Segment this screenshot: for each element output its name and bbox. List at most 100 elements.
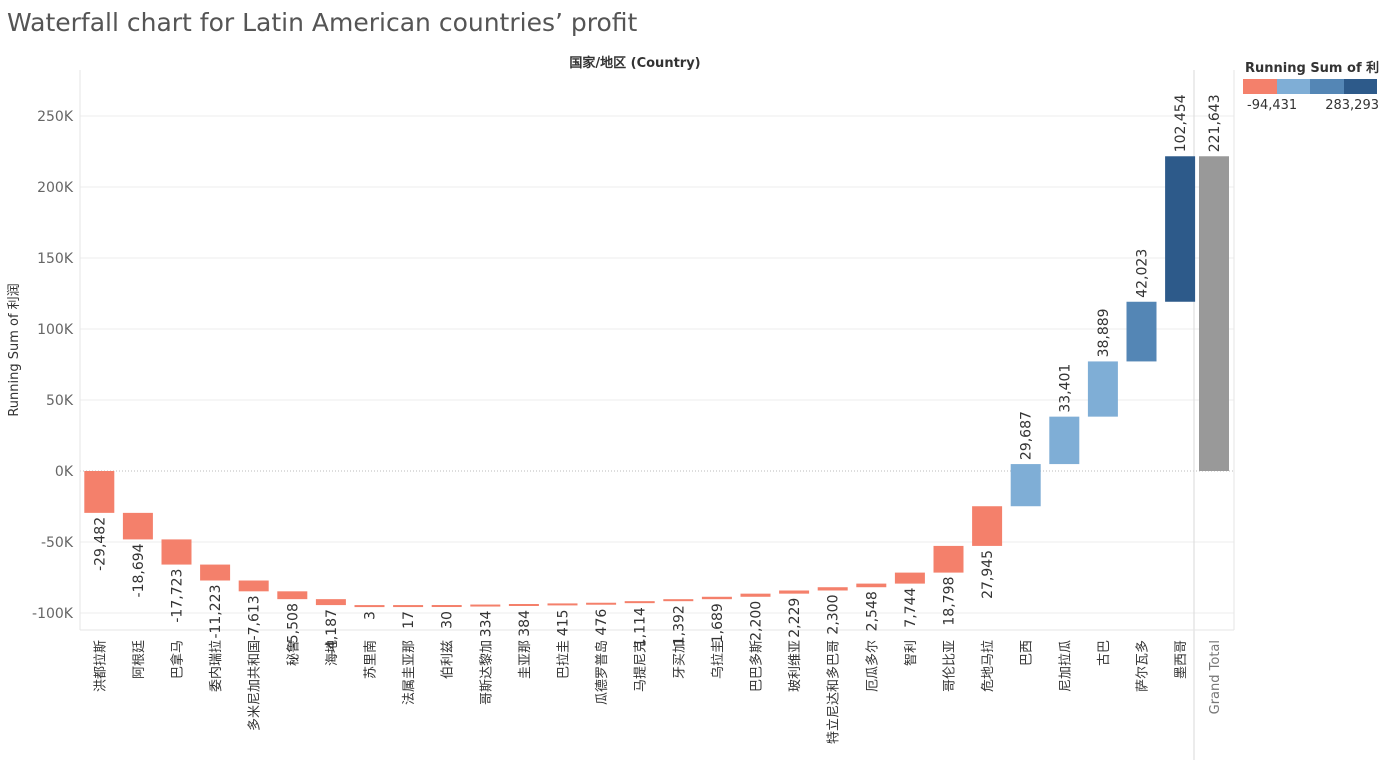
waterfall-bar[interactable] bbox=[315, 599, 346, 606]
x-tick-label: 智利 bbox=[904, 640, 919, 666]
bar-value-label: 7,744 bbox=[903, 588, 919, 628]
waterfall-bar[interactable] bbox=[972, 506, 1003, 546]
waterfall-bar[interactable] bbox=[393, 605, 424, 608]
x-tick-label: 萨尔瓦多 bbox=[1135, 640, 1151, 692]
legend-color-ramp bbox=[1243, 79, 1377, 94]
waterfall-bar[interactable] bbox=[1126, 301, 1157, 362]
waterfall-bar[interactable] bbox=[508, 604, 539, 607]
bar-value-label: 17 bbox=[401, 611, 417, 629]
x-tick-label: 秘鲁 bbox=[286, 640, 301, 666]
x-tick-label: 哥伦比亚 bbox=[943, 640, 958, 692]
x-tick-label: 玻利维亚 bbox=[788, 640, 803, 692]
x-tick-label: 瓜德罗普岛 bbox=[594, 640, 610, 705]
waterfall-bar[interactable] bbox=[663, 599, 694, 602]
waterfall-bar[interactable] bbox=[84, 471, 115, 513]
bar-value-label: 18,798 bbox=[942, 577, 958, 626]
bar-value-label: -17,723 bbox=[170, 569, 186, 623]
waterfall-bar[interactable] bbox=[547, 603, 578, 606]
x-tick-label: 苏里南 bbox=[363, 640, 379, 679]
bar-value-label: 2,548 bbox=[864, 591, 880, 631]
y-tick-label: -100K bbox=[32, 606, 74, 622]
waterfall-bar[interactable] bbox=[122, 512, 153, 540]
waterfall-bar[interactable] bbox=[817, 587, 848, 591]
waterfall-bar[interactable] bbox=[354, 605, 385, 608]
legend-swatch bbox=[1276, 79, 1310, 94]
waterfall-bar[interactable] bbox=[894, 572, 925, 584]
y-tick-label: 150K bbox=[37, 251, 74, 267]
x-tick-label: 巴巴多斯 bbox=[749, 640, 765, 692]
x-tick-label: 巴拿马 bbox=[170, 640, 186, 679]
bar-value-label: 2,229 bbox=[787, 598, 803, 638]
bar-value-label: -7,613 bbox=[247, 595, 263, 640]
bar-value-label: 3 bbox=[363, 611, 379, 620]
bar-value-label: 30 bbox=[440, 611, 456, 629]
color-legend: Running Sum of 利.. -94,431 283,293 bbox=[1243, 57, 1379, 118]
x-tick-label: 法属圭亚那 bbox=[402, 640, 417, 705]
bar-value-label: -5,508 bbox=[285, 603, 301, 648]
bar-value-label: -18,694 bbox=[131, 543, 147, 597]
bar-value-label: 33,401 bbox=[1057, 364, 1073, 413]
y-tick-label: 100K bbox=[37, 322, 74, 338]
x-tick-label: 特立尼达和多巴哥 bbox=[826, 640, 842, 744]
legend-swatch bbox=[1243, 79, 1277, 94]
grand-total-value-label: 221,643 bbox=[1207, 94, 1223, 152]
bar-value-label: 476 bbox=[594, 609, 610, 636]
bar-value-label: 42,023 bbox=[1135, 249, 1151, 298]
waterfall-bar[interactable] bbox=[856, 583, 887, 588]
waterfall-bar[interactable] bbox=[161, 539, 192, 565]
x-tick-label: 厄瓜多尔 bbox=[864, 640, 880, 692]
x-tick-label: 圭亚那 bbox=[518, 640, 533, 679]
waterfall-bar[interactable] bbox=[200, 564, 231, 581]
bar-value-label: -29,482 bbox=[92, 517, 108, 571]
legend-max-label: 283,293 bbox=[1325, 98, 1379, 113]
bar-value-label: 1,689 bbox=[710, 603, 726, 643]
bar-value-label: 384 bbox=[517, 610, 533, 637]
x-tick-label: 伯利兹 bbox=[441, 640, 456, 679]
waterfall-bar[interactable] bbox=[470, 604, 501, 607]
x-tick-label: 乌拉圭 bbox=[710, 640, 726, 679]
bar-value-label: -11,223 bbox=[208, 585, 224, 639]
waterfall-bar[interactable] bbox=[779, 590, 810, 594]
waterfall-bar[interactable] bbox=[740, 593, 771, 597]
x-tick-label: 危地马拉 bbox=[981, 640, 996, 692]
bar-value-label: 2,200 bbox=[749, 601, 765, 641]
legend-swatch bbox=[1343, 79, 1377, 94]
waterfall-bar[interactable] bbox=[431, 605, 462, 608]
waterfall-bar[interactable] bbox=[1010, 464, 1041, 507]
waterfall-bar[interactable] bbox=[1165, 156, 1196, 302]
y-axis-title: Running Sum of 利润 bbox=[7, 283, 22, 416]
bar-value-label: 38,889 bbox=[1096, 308, 1112, 357]
x-tick-label: 牙买加 bbox=[672, 640, 687, 679]
y-tick-label: 250K bbox=[37, 109, 74, 125]
bar-value-label: 1,114 bbox=[633, 607, 649, 647]
x-tick-label: 马提尼克 bbox=[633, 640, 649, 692]
bar-value-label: 415 bbox=[556, 609, 572, 636]
x-tick-label: 巴西 bbox=[1020, 640, 1035, 666]
y-tick-label: 50K bbox=[46, 393, 74, 409]
waterfall-bar[interactable] bbox=[1049, 416, 1080, 465]
waterfall-bar[interactable] bbox=[277, 591, 308, 600]
x-tick-label: 阿根廷 bbox=[132, 640, 147, 679]
x-axis-title: 国家/地区 (Country) bbox=[569, 55, 700, 71]
x-tick-label: 古巴 bbox=[1097, 640, 1112, 666]
x-tick-label: 委内瑞拉 bbox=[208, 640, 224, 692]
grand-total-bar[interactable] bbox=[1199, 156, 1229, 471]
chart-title: Waterfall chart for Latin American count… bbox=[7, 8, 638, 37]
waterfall-bar[interactable] bbox=[586, 602, 617, 605]
waterfall-bar[interactable] bbox=[624, 601, 655, 604]
y-tick-label: -50K bbox=[41, 535, 74, 551]
bar-value-label: 29,687 bbox=[1019, 411, 1035, 460]
waterfall-bar[interactable] bbox=[238, 580, 269, 592]
waterfall-bar[interactable] bbox=[701, 596, 732, 600]
bar-value-label: 334 bbox=[478, 610, 494, 637]
legend-swatch bbox=[1310, 79, 1344, 94]
legend-title: Running Sum of 利.. bbox=[1245, 61, 1379, 76]
legend-labels: -94,431 283,293 bbox=[1243, 98, 1379, 118]
x-tick-label: 巴拉圭 bbox=[557, 640, 572, 679]
x-tick-label: 墨西哥 bbox=[1174, 640, 1189, 679]
waterfall-bar[interactable] bbox=[933, 545, 964, 573]
x-tick-label: 洪都拉斯 bbox=[93, 640, 108, 692]
waterfall-bar[interactable] bbox=[1087, 361, 1118, 417]
x-tick-label: 多米尼加共和国 bbox=[247, 640, 263, 731]
bar-value-label: 102,454 bbox=[1173, 94, 1189, 152]
